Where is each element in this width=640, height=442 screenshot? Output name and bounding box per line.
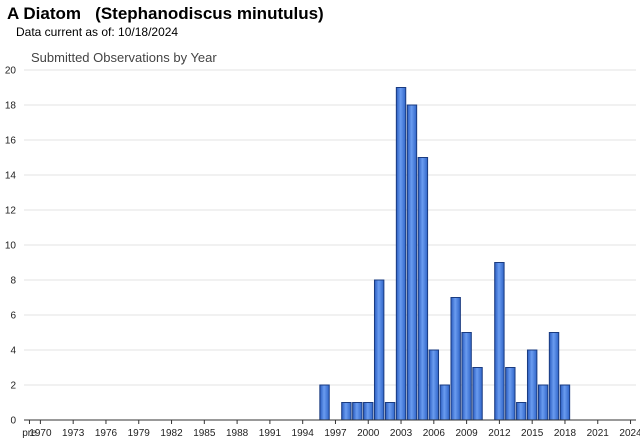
page-title: A Diatom (Stephanodiscus minutulus) — [7, 4, 324, 23]
bar-2003 — [395, 87, 407, 421]
x-tick-label: 1973 — [62, 428, 85, 439]
bar-2004 — [406, 104, 418, 421]
y-tick-label: 8 — [10, 276, 16, 287]
x-tick-label: 1994 — [292, 428, 315, 439]
x-tick-label: 1985 — [193, 428, 216, 439]
y-tick-label: 20 — [5, 66, 17, 77]
y-tick-label: 10 — [5, 241, 17, 252]
y-tick-label: 18 — [5, 101, 17, 112]
y-tick-label: 14 — [5, 171, 17, 182]
bar-2010 — [472, 367, 483, 421]
bars — [319, 87, 571, 421]
bar-2012 — [494, 262, 505, 421]
x-tick-label: pre — [22, 428, 37, 439]
bar-2013 — [505, 367, 516, 421]
x-tick-label: 2012 — [488, 428, 511, 439]
y-axis-ticks: 0 2 4 6 8 10 12 14 16 18 20 — [5, 66, 17, 427]
x-tick-label: 2009 — [455, 428, 478, 439]
bar-2006 — [428, 349, 440, 421]
observations-bar-chart: Submitted Observations by Year 0 2 4 6 8 10 12… — [5, 50, 640, 439]
bar-1996 — [319, 384, 330, 421]
y-tick-label: 4 — [10, 346, 16, 357]
x-tick-label: 1982 — [160, 428, 183, 439]
bar-2007 — [439, 384, 450, 421]
bar-2008 — [450, 297, 461, 421]
y-tick-label: 6 — [10, 311, 16, 322]
bar-2001 — [373, 279, 385, 421]
x-tick-label: 1988 — [226, 428, 249, 439]
y-tick-label: 16 — [5, 136, 17, 147]
bar-2016 — [537, 384, 549, 421]
bar-1998 — [341, 402, 352, 421]
x-tick-label: 2024 — [619, 428, 640, 439]
y-tick-label: 12 — [5, 206, 17, 217]
x-tick-label: 2000 — [357, 428, 380, 439]
x-tick-label: 2006 — [423, 428, 446, 439]
bar-2000 — [363, 402, 374, 421]
y-tick-label: 0 — [10, 416, 16, 427]
x-tick-label: 2015 — [521, 428, 544, 439]
bar-2018 — [559, 384, 571, 421]
bar-2017 — [548, 332, 560, 421]
gridlines — [24, 69, 636, 386]
x-tick-label: 1979 — [128, 428, 151, 439]
bar-1999 — [352, 402, 363, 421]
x-tick-label: 1970 — [29, 428, 52, 439]
x-tick-label: 2021 — [587, 428, 610, 439]
chart-title: Submitted Observations by Year — [31, 50, 217, 65]
x-tick-label: 2018 — [554, 428, 577, 439]
bar-2014 — [516, 402, 527, 421]
y-tick-label: 2 — [10, 381, 16, 392]
x-tick-label: 2003 — [390, 428, 413, 439]
x-tick-label: 1991 — [259, 428, 282, 439]
x-tick-label: 1997 — [324, 428, 347, 439]
bar-2015 — [526, 349, 538, 421]
data-date: Data current as of: 10/18/2024 — [16, 25, 179, 39]
bar-2009 — [461, 332, 472, 421]
x-tick-label: 1976 — [95, 428, 118, 439]
bar-2005 — [417, 157, 429, 421]
bar-2002 — [384, 402, 396, 421]
